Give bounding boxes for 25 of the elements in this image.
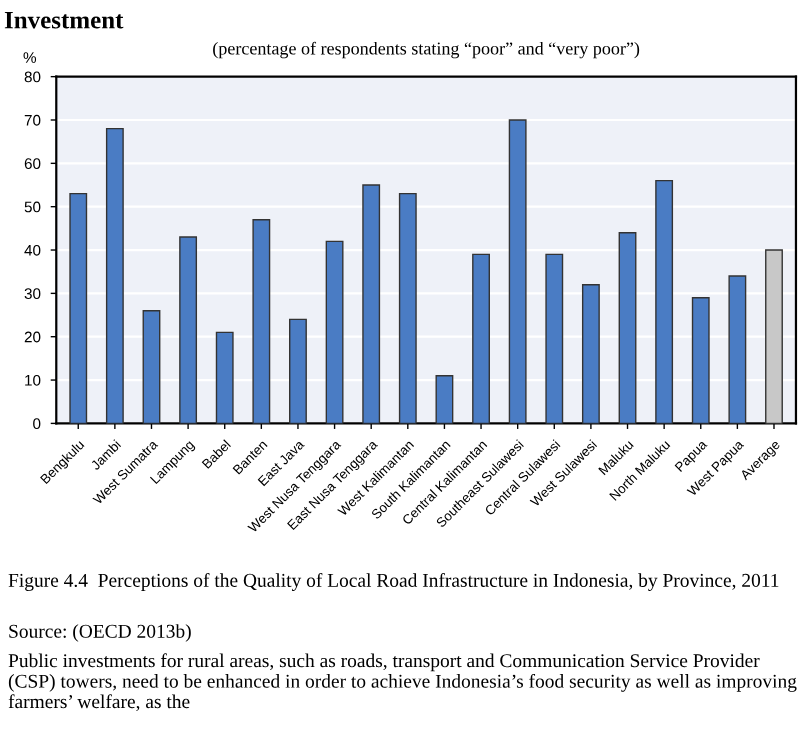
- bar: [215, 331, 234, 424]
- bar: [655, 179, 674, 424]
- bar: [105, 127, 124, 424]
- bar: [618, 231, 637, 424]
- bar: [508, 119, 527, 424]
- bar: [142, 310, 161, 424]
- bar: [472, 253, 490, 424]
- bar: [362, 184, 381, 424]
- bar: [325, 240, 344, 424]
- bar: [179, 236, 198, 424]
- bar: [691, 297, 710, 424]
- caption: Figure 4.4 Perceptions of the Quality of Local Road Infrastructure in Indonesia, by Province, 2011: [8, 573, 779, 591]
- bar: [435, 375, 454, 424]
- bar: [765, 249, 783, 424]
- bar: [69, 192, 88, 424]
- text: Public investments for rural areas, such as roads, transport and Communication Service Provider (CSP) towers, need to be enhanced in order to achieve Indonesia’s food security as well as improving farmers’ welfare, as the: [8, 653, 797, 711]
- source-note: Source: (OECD 2013b): [9, 624, 191, 642]
- bar: [398, 192, 417, 424]
- bar: [581, 284, 600, 424]
- text: Investment: [4, 11, 124, 29]
- chart-subtitle: (percentage of respondents stating “poor” and “very poor”): [213, 41, 640, 59]
- bar: [728, 275, 747, 424]
- bar: [252, 218, 271, 424]
- bar: [545, 253, 564, 424]
- bar: [289, 318, 307, 424]
